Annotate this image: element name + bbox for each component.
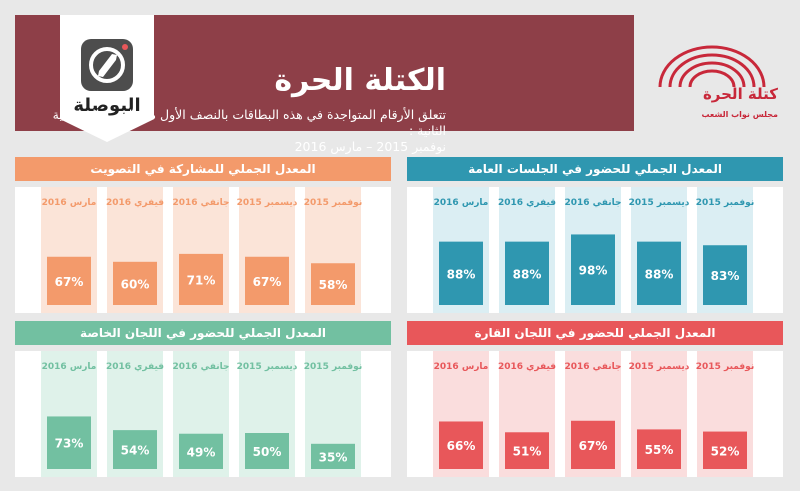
special-committees-chart: نوفمبر 2015 35% ديسمبر 2015 50% جانفي 2016 49… bbox=[41, 351, 362, 477]
bar bbox=[179, 253, 223, 305]
value-label: 50% bbox=[253, 445, 282, 459]
subtitle-period: نوفمبر 2015 – مارس 2016 bbox=[294, 139, 446, 154]
bar bbox=[47, 256, 91, 305]
bar bbox=[245, 256, 289, 305]
bar bbox=[637, 241, 681, 305]
category-label: فيفري 2016 bbox=[498, 198, 556, 208]
panel-title: المعدل الجملي للحضور في اللجان القارة bbox=[407, 321, 783, 345]
value-label: 67% bbox=[55, 275, 84, 289]
category-label: جانفي 2016 bbox=[564, 362, 621, 372]
value-label: 55% bbox=[645, 443, 674, 457]
panel-body: نوفمبر 2015 58% ديسمبر 2015 67% جانفي 2016 71… bbox=[15, 187, 391, 313]
category-label: ديسمبر 2015 bbox=[237, 198, 298, 208]
bar bbox=[439, 421, 483, 469]
bar bbox=[505, 432, 549, 469]
value-label: 66% bbox=[447, 439, 476, 453]
permanent-committees-chart: نوفمبر 2015 52% ديسمبر 2015 55% جانفي 2016 67… bbox=[433, 351, 754, 477]
page-subtitle: تتعلق الأرقام المتواجدة في هذه البطاقات … bbox=[26, 107, 446, 155]
panel-title: المعدل الجملي للحضور في الجلسات العامة bbox=[407, 157, 783, 181]
panel-body: نوفمبر 2015 35% ديسمبر 2015 50% جانفي 2016 49… bbox=[15, 351, 391, 477]
value-label: 73% bbox=[55, 437, 84, 451]
parliament-subtitle: مجلس نواب الشعب bbox=[701, 110, 778, 119]
value-label: 49% bbox=[187, 445, 216, 459]
plenary-attendance-chart: نوفمبر 2015 83% ديسمبر 2015 88% جانفي 2016 98… bbox=[433, 187, 754, 313]
category-label: نوفمبر 2015 bbox=[696, 362, 754, 372]
category-label: نوفمبر 2015 bbox=[304, 198, 362, 208]
bar bbox=[703, 245, 747, 305]
value-label: 52% bbox=[711, 444, 740, 458]
value-label: 98% bbox=[579, 264, 608, 278]
plenary-attendance-panel: المعدل الجملي للحضور في الجلسات العامة ن… bbox=[407, 157, 783, 315]
category-label: فيفري 2016 bbox=[106, 198, 164, 208]
header-banner: البوصلة الكتلة الحرة تتعلق الأرقام المتو… bbox=[15, 15, 634, 154]
bar bbox=[505, 241, 549, 305]
voting-participation-panel: المعدل الجملي للمشاركة في التصويت نوفمبر… bbox=[15, 157, 391, 315]
category-label: مارس 2016 bbox=[42, 198, 97, 208]
bar bbox=[47, 416, 91, 469]
panel-title: المعدل الجملي للمشاركة في التصويت bbox=[15, 157, 391, 181]
special-committees-panel: المعدل الجملي للحضور في اللجان الخاصة نو… bbox=[15, 321, 391, 479]
bar bbox=[571, 234, 615, 305]
value-label: 60% bbox=[121, 277, 150, 291]
category-label: نوفمبر 2015 bbox=[304, 362, 362, 372]
value-label: 54% bbox=[121, 444, 150, 458]
value-label: 83% bbox=[711, 269, 740, 283]
voting-participation-chart: نوفمبر 2015 58% ديسمبر 2015 67% جانفي 2016 71… bbox=[41, 187, 362, 313]
value-label: 58% bbox=[319, 278, 348, 292]
panel-body: نوفمبر 2015 83% ديسمبر 2015 88% جانفي 2016 98… bbox=[407, 187, 783, 313]
category-label: مارس 2016 bbox=[42, 362, 97, 372]
value-label: 51% bbox=[513, 445, 542, 459]
bar bbox=[703, 431, 747, 469]
bar bbox=[245, 433, 289, 469]
panel-body: نوفمبر 2015 52% ديسمبر 2015 55% جانفي 2016 67… bbox=[407, 351, 783, 477]
value-label: 88% bbox=[513, 267, 542, 281]
category-label: مارس 2016 bbox=[434, 362, 489, 372]
category-label: جانفي 2016 bbox=[564, 198, 621, 208]
category-label: ديسمبر 2015 bbox=[237, 362, 298, 372]
bar bbox=[113, 430, 157, 469]
category-label: جانفي 2016 bbox=[172, 362, 229, 372]
bar bbox=[439, 241, 483, 305]
parliament-arcs-icon bbox=[658, 45, 766, 88]
bar bbox=[571, 420, 615, 469]
brand-name: البوصلة bbox=[73, 95, 141, 116]
category-label: نوفمبر 2015 bbox=[696, 198, 754, 208]
compass-logo-icon bbox=[81, 39, 133, 91]
category-label: جانفي 2016 bbox=[172, 198, 229, 208]
category-label: ديسمبر 2015 bbox=[629, 198, 690, 208]
parliament-name: كتلة الحرة bbox=[702, 85, 778, 103]
value-label: 67% bbox=[579, 439, 608, 453]
value-label: 35% bbox=[319, 450, 348, 464]
bar bbox=[637, 429, 681, 469]
category-label: مارس 2016 bbox=[434, 198, 489, 208]
category-label: ديسمبر 2015 bbox=[629, 362, 690, 372]
panel-title: المعدل الجملي للحضور في اللجان الخاصة bbox=[15, 321, 391, 345]
value-label: 67% bbox=[253, 275, 282, 289]
value-label: 88% bbox=[645, 267, 674, 281]
bar bbox=[179, 433, 223, 469]
category-label: فيفري 2016 bbox=[106, 362, 164, 372]
subtitle-line: تتعلق الأرقام المتواجدة في هذه البطاقات … bbox=[52, 107, 446, 138]
permanent-committees-panel: المعدل الجملي للحضور في اللجان القارة نو… bbox=[407, 321, 783, 479]
category-label: فيفري 2016 bbox=[498, 362, 556, 372]
value-label: 71% bbox=[187, 273, 216, 287]
bar bbox=[311, 263, 355, 305]
bar bbox=[113, 261, 157, 305]
parliament-logo: كتلة الحرة مجلس نواب الشعب bbox=[640, 15, 786, 131]
value-label: 88% bbox=[447, 267, 476, 281]
bar bbox=[311, 443, 355, 469]
page-title: الكتلة الحرة bbox=[274, 63, 446, 98]
